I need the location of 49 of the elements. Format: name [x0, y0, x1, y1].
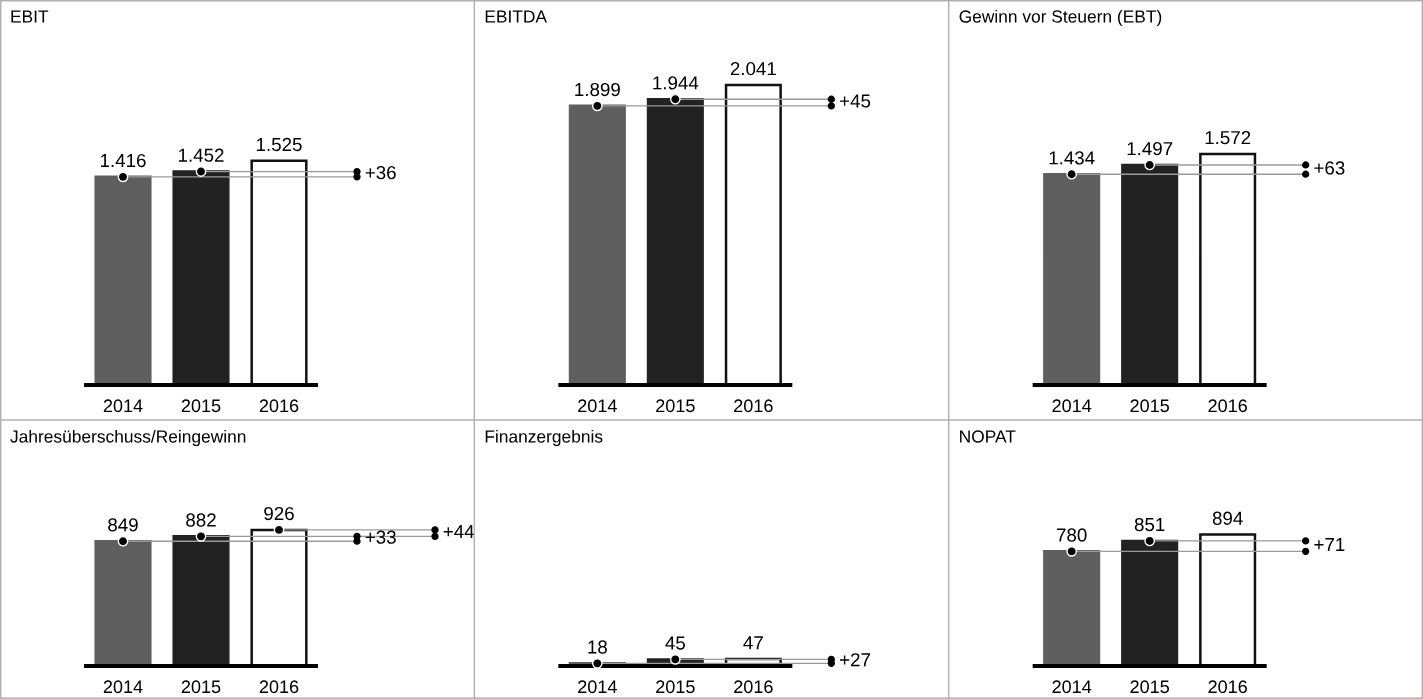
x-tick-label: 2015: [656, 680, 695, 694]
x-tick-label: 2014: [103, 399, 143, 413]
text: +36: [365, 165, 396, 180]
x-tick-label: 2015: [181, 680, 221, 694]
x-tick-label: 2014: [103, 680, 143, 694]
text: +45: [840, 94, 871, 108]
data-label: 2.041: [730, 62, 776, 76]
text: +27: [840, 653, 870, 667]
text: +71: [1314, 538, 1345, 551]
chart-title: EBIT: [11, 10, 49, 23]
data-label: 1.572: [1205, 130, 1251, 145]
x-tick-label: 2015: [1130, 680, 1169, 694]
x-tick-label: 2015: [1130, 399, 1169, 413]
data-label: 1.944: [653, 76, 699, 90]
data-label: 47: [743, 636, 763, 650]
chart-title: EBITDA: [485, 10, 547, 23]
text: +63: [1314, 161, 1345, 175]
x-tick-label: 2016: [259, 399, 299, 413]
data-label: 1.899: [575, 82, 620, 97]
data-label: 851: [1134, 517, 1165, 532]
data-label: 1.525: [256, 137, 302, 152]
data-label: 926: [264, 506, 294, 521]
chart-title: NOPAT: [960, 430, 1016, 443]
x-tick-label: 2014: [578, 680, 617, 694]
x-tick-label: 2014: [1052, 680, 1092, 694]
chart-title: Gewinn vor Steuern (EBT): [959, 9, 1162, 27]
x-tick-label: 2015: [656, 399, 695, 413]
x-tick-label: 2015: [181, 399, 221, 413]
data-label: 1.416: [100, 153, 146, 168]
x-tick-label: 2014: [1052, 399, 1092, 413]
data-label: 849: [108, 518, 138, 532]
chart-title: Jahresüberschuss/Reingewinn: [10, 429, 246, 447]
data-label: 780: [1056, 528, 1087, 542]
text: +44: [443, 525, 475, 538]
chart-title: Finanzergebnis: [485, 429, 603, 447]
data-label: 1.452: [178, 148, 224, 162]
x-tick-label: 2016: [1208, 680, 1247, 694]
data-label: 882: [186, 513, 216, 527]
text: +33: [365, 530, 396, 544]
data-label: 45: [665, 636, 685, 650]
data-label: 18: [588, 640, 607, 654]
x-tick-label: 2016: [734, 399, 773, 413]
x-tick-label: 2016: [259, 680, 299, 694]
x-tick-label: 2016: [1208, 399, 1247, 413]
x-tick-label: 2014: [578, 399, 617, 413]
x-tick-label: 2016: [734, 680, 773, 694]
data-label: 1.497: [1127, 141, 1173, 156]
data-label: 1.434: [1049, 151, 1095, 165]
data-label: 894: [1212, 511, 1243, 525]
